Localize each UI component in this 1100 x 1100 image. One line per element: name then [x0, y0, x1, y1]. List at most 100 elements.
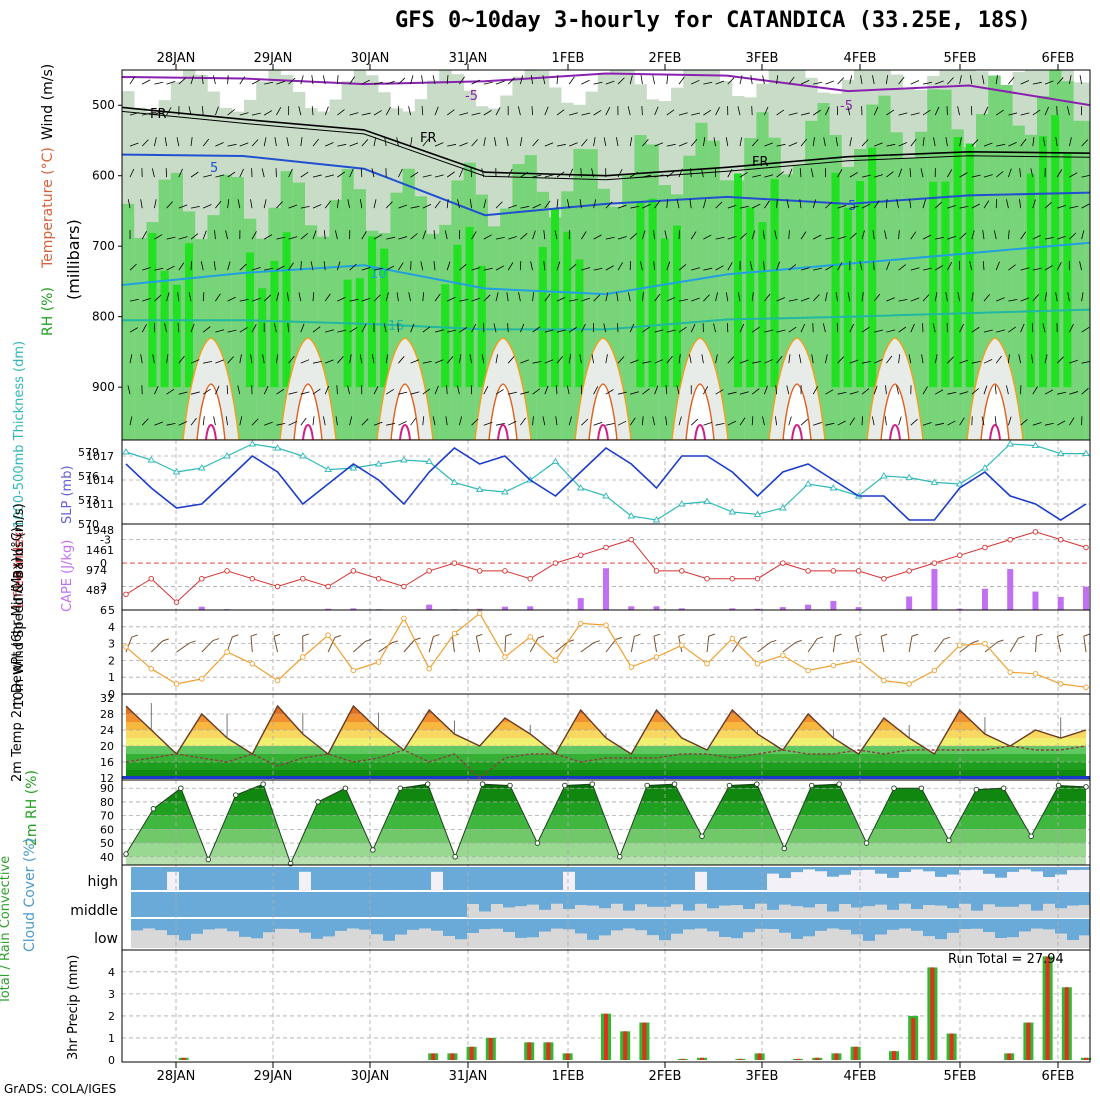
upper-wind-barb [996, 297, 1005, 302]
millibars-axis-label: (millibars) [64, 219, 83, 300]
upper-wind-barb [764, 142, 773, 147]
precip-convective-bar [604, 1013, 608, 1060]
rh-shade-bright [453, 244, 462, 388]
upper-wind-barb [396, 137, 399, 147]
upper-wind-barb [141, 231, 147, 240]
upper-wind-barb [276, 201, 283, 209]
upper-wind-barb [459, 112, 469, 116]
upper-wind-barb [213, 261, 216, 271]
upper-wind-barb [532, 361, 542, 364]
cloud-low [275, 928, 287, 948]
wind-barb-flag [273, 633, 281, 637]
thickness-line-point [880, 472, 888, 479]
upper-wind-barb [384, 137, 387, 147]
upper-wind-barb [849, 172, 858, 178]
upper-wind-barb [995, 171, 1004, 178]
upper-wind-barb [666, 261, 671, 271]
wind-speed-line-point [577, 620, 584, 627]
upper-wind-barb [288, 421, 297, 426]
upper-wind-barb [800, 418, 808, 426]
day-label-top: 4FEB [844, 51, 877, 66]
temp-contour-25 [588, 383, 618, 440]
upper-wind-barb [898, 264, 906, 271]
upper-wind-barb [982, 261, 985, 271]
upper-wind-barb [665, 416, 668, 426]
cloud-middle [695, 903, 707, 918]
upper-wind-barb [166, 423, 176, 426]
cloud-middle [767, 909, 779, 918]
upper-wind-barb [775, 416, 777, 426]
rh-shade-bright [746, 207, 755, 388]
cloud-low [203, 929, 215, 948]
upper-wind-barb [312, 138, 319, 147]
upper-wind-barb [446, 171, 455, 178]
upper-wind-barb [886, 199, 888, 209]
upper-wind-barb [532, 230, 536, 240]
upper-wind-barb [201, 106, 204, 116]
rh-tick-label: 40 [100, 851, 114, 864]
wind-barb-flag [212, 638, 220, 642]
upper-wind-barb [861, 174, 871, 178]
cloud-level-label: low [94, 931, 118, 947]
upper-wind-barb [251, 324, 257, 333]
temp-base [122, 776, 1090, 779]
upper-wind-barb [373, 199, 377, 209]
wind-barb [327, 637, 336, 653]
upper-wind-barb [593, 294, 601, 302]
upper-wind-barb [288, 391, 298, 395]
cloud-low [1055, 933, 1067, 948]
wind-speed-line-point [300, 654, 306, 660]
wind-barb [630, 636, 635, 653]
upper-wind-barb [605, 106, 611, 116]
upper-wind-barb [263, 199, 267, 209]
contour-label: FR [420, 131, 437, 146]
upper-wind-barb [642, 360, 652, 364]
upper-wind-barb [520, 137, 523, 147]
upper-wind-barb [676, 385, 680, 395]
upper-wind-barb [788, 416, 792, 426]
upper-wind-barb [566, 385, 570, 395]
thickness-line-point [905, 473, 913, 481]
thickness-line-point [728, 508, 737, 515]
upper-wind-barb [825, 389, 834, 395]
lifted-index-line-point [1057, 536, 1064, 543]
upper-wind-barb [227, 171, 236, 178]
day-label-bottom: 1FEB [552, 1069, 585, 1084]
thickness-line-point [475, 485, 484, 493]
cloud-middle [527, 904, 539, 918]
upper-wind-barb [544, 329, 554, 333]
upper-wind-barb [312, 174, 322, 178]
upper-wind-barb [1044, 201, 1053, 209]
upper-wind-barb [996, 143, 1006, 147]
upper-wind-barb [483, 294, 491, 302]
cloud-high [839, 874, 851, 891]
cloud-low [299, 932, 311, 948]
wind-barb-flag [334, 635, 342, 639]
upper-wind-barb [837, 356, 845, 364]
upper-wind-barb [580, 168, 582, 178]
upper-wind-barb [556, 109, 565, 116]
cloud-low [1007, 937, 1019, 948]
cloud-middle [587, 905, 599, 918]
upper-wind-barb [727, 77, 735, 85]
lifted-index-line-point [401, 583, 407, 590]
upper-wind-barb [920, 168, 924, 178]
upper-wind-barb [1008, 416, 1012, 426]
thickness-line-point [804, 480, 812, 487]
upper-wind-barb [276, 422, 286, 426]
upper-wind-barb [215, 142, 224, 147]
upper-wind-barb [678, 416, 682, 426]
temp-tick-label: 28 [100, 708, 114, 721]
thickness-line-point [602, 492, 610, 499]
upper-wind-barb [788, 264, 797, 271]
upper-wind-barb [715, 422, 725, 426]
upper-wind-barb [654, 142, 664, 147]
upper-wind-barb [715, 265, 724, 271]
upper-wind-barb [543, 230, 546, 240]
upper-wind-barb [200, 261, 204, 271]
upper-wind-barb [849, 391, 859, 395]
cloud-low [383, 940, 395, 948]
wind-barb-flag [740, 636, 748, 640]
upper-wind-barb [812, 109, 821, 116]
upper-wind-barb [286, 137, 289, 147]
